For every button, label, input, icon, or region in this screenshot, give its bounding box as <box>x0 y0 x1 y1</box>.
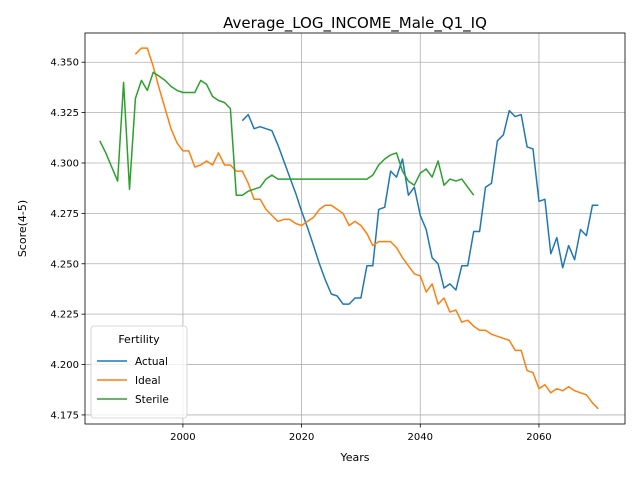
chart-title: Average_LOG_INCOME_Male_Q1_IQ <box>223 14 487 33</box>
y-tick-label: 4.300 <box>50 158 79 169</box>
y-tick-label: 4.350 <box>50 58 79 69</box>
y-tick-label: 4.325 <box>50 108 79 119</box>
legend-label-sterile: Sterile <box>135 394 169 406</box>
x-tick-label: 2060 <box>526 432 551 443</box>
y-tick-label: 4.250 <box>50 259 79 270</box>
x-tick-label: 2040 <box>408 432 433 443</box>
x-axis-label: Years <box>339 451 369 464</box>
legend: Fertility Actual Ideal Sterile <box>91 326 187 418</box>
legend-title: Fertility <box>118 333 160 346</box>
x-tick-label: 2000 <box>170 432 195 443</box>
x-tick-label: 2020 <box>289 432 314 443</box>
y-tick-label: 4.275 <box>50 209 79 220</box>
legend-label-actual: Actual <box>135 356 168 368</box>
legend-label-ideal: Ideal <box>135 375 161 387</box>
y-tick-label: 4.175 <box>50 410 79 421</box>
y-axis-label: Score(4-5) <box>16 200 29 257</box>
y-tick-label: 4.225 <box>50 310 79 321</box>
y-tick-label: 4.200 <box>50 360 79 371</box>
